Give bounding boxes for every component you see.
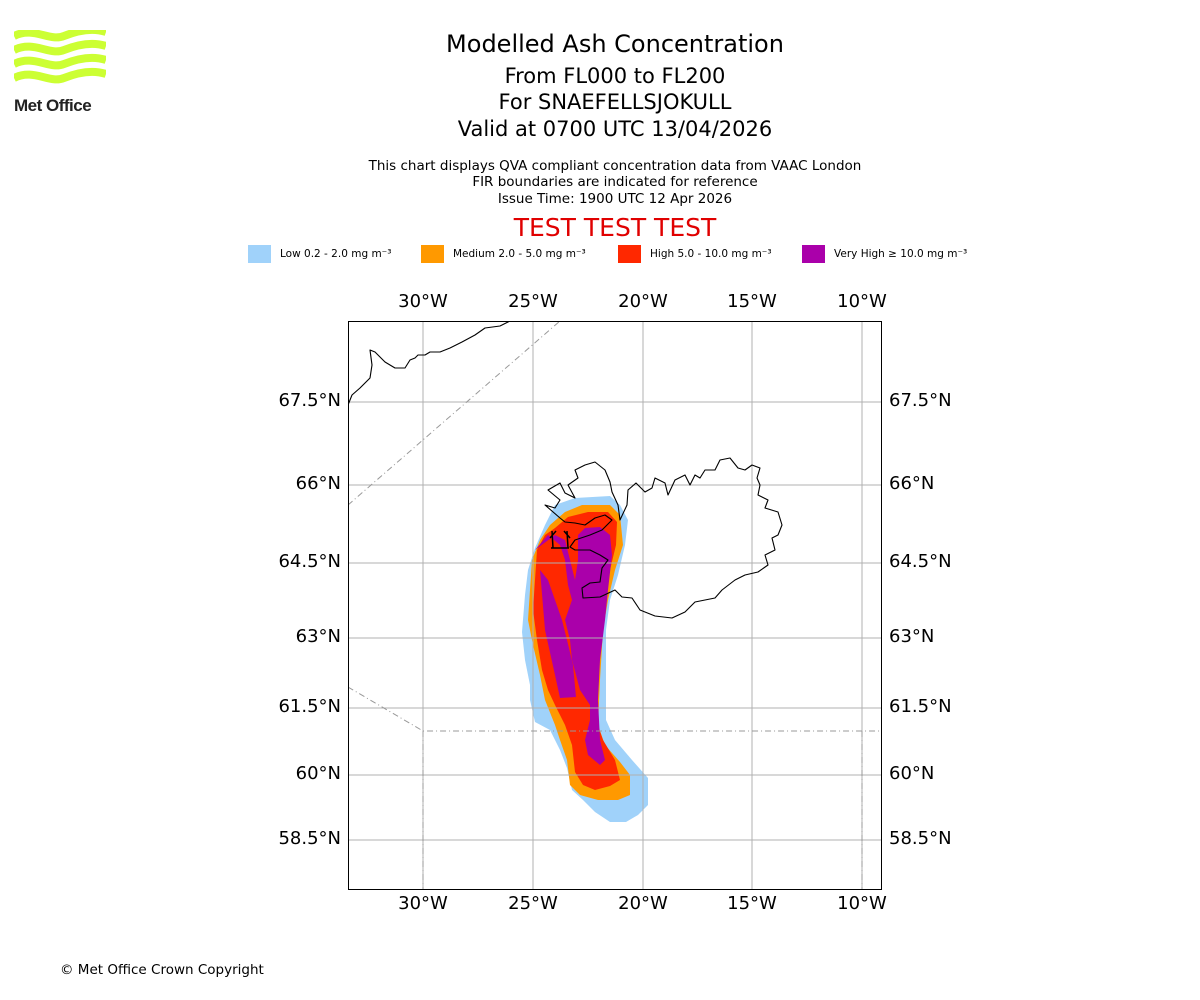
lat-tick-label-right: 58.5°N xyxy=(889,828,952,849)
test-banner: TEST TEST TEST xyxy=(513,213,717,242)
met-office-logo: Met Office xyxy=(12,25,108,115)
legend-label: High 5.0 - 10.0 mg m⁻³ xyxy=(650,247,772,260)
copyright: © Met Office Crown Copyright xyxy=(60,962,264,978)
coastline xyxy=(544,457,783,619)
issue-time: Issue Time: 1900 UTC 12 Apr 2026 xyxy=(497,191,733,207)
lon-tick-label-bottom: 15°W xyxy=(727,893,777,914)
logo-text: Met Office xyxy=(14,96,92,115)
coastline xyxy=(348,321,511,406)
lat-tick-label-right: 67.5°N xyxy=(889,390,952,411)
lat-tick-label-left: 60°N xyxy=(295,763,341,784)
lon-tick-label-bottom: 25°W xyxy=(508,893,558,914)
logo-wave xyxy=(12,67,108,84)
lat-tick-label-right: 64.5°N xyxy=(889,551,952,572)
lat-tick-label-left: 67.5°N xyxy=(278,390,341,411)
lat-tick-label-left: 64.5°N xyxy=(278,551,341,572)
logo-waves-icon xyxy=(12,25,108,84)
legend-swatch-low xyxy=(248,244,271,263)
lon-tick-label-top: 15°W xyxy=(727,291,777,312)
legend-label: Low 0.2 - 2.0 mg m⁻³ xyxy=(280,247,392,260)
valid-time: Valid at 0700 UTC 13/04/2026 xyxy=(457,117,773,141)
lon-tick-label-top: 20°W xyxy=(618,291,668,312)
fir-boundary xyxy=(348,686,882,732)
logo-wave xyxy=(12,39,108,56)
lon-tick-label-top: 10°W xyxy=(837,291,887,312)
volcano-name: For SNAEFELLSJOKULL xyxy=(498,90,732,114)
legend-swatch-very-high xyxy=(802,244,825,263)
lat-tick-label-right: 60°N xyxy=(889,763,935,784)
legend-item-medium: Medium 2.0 - 5.0 mg m⁻³ xyxy=(421,244,586,263)
flight-level-range: From FL000 to FL200 xyxy=(504,64,726,88)
lat-tick-label-left: 61.5°N xyxy=(278,696,341,717)
legend-label: Very High ≥ 10.0 mg m⁻³ xyxy=(834,247,968,260)
logo-wave xyxy=(12,53,108,70)
lat-tick-label-right: 66°N xyxy=(889,473,935,494)
lat-tick-label-right: 63°N xyxy=(889,626,935,647)
lat-tick-label-left: 66°N xyxy=(295,473,341,494)
legend-label: Medium 2.0 - 5.0 mg m⁻³ xyxy=(453,247,586,260)
fir-note: FIR boundaries are indicated for referen… xyxy=(472,174,758,190)
volcano-marker xyxy=(549,530,571,549)
chart-title: Modelled Ash Concentration xyxy=(446,30,784,58)
lon-tick-label-top: 30°W xyxy=(398,291,448,312)
legend-swatch-medium xyxy=(421,244,444,263)
lat-tick-label-left: 63°N xyxy=(295,626,341,647)
lat-tick-label-right: 61.5°N xyxy=(889,696,952,717)
fir-boundary xyxy=(348,321,561,506)
lon-tick-label-bottom: 10°W xyxy=(837,893,887,914)
map-frame xyxy=(348,321,882,890)
plume-very-high xyxy=(535,527,612,765)
lat-tick-label-left: 58.5°N xyxy=(278,828,341,849)
legend-swatch-high xyxy=(618,244,641,263)
lon-tick-label-bottom: 20°W xyxy=(618,893,668,914)
logo-wave xyxy=(12,25,108,42)
description-line: This chart displays QVA compliant concen… xyxy=(368,158,862,174)
legend-item-low: Low 0.2 - 2.0 mg m⁻³ xyxy=(248,244,391,263)
lon-tick-label-top: 25°W xyxy=(508,291,558,312)
legend-item-very-high: Very High ≥ 10.0 mg m⁻³ xyxy=(802,244,967,263)
legend-item-high: High 5.0 - 10.0 mg m⁻³ xyxy=(618,244,772,263)
lon-tick-label-bottom: 30°W xyxy=(398,893,448,914)
